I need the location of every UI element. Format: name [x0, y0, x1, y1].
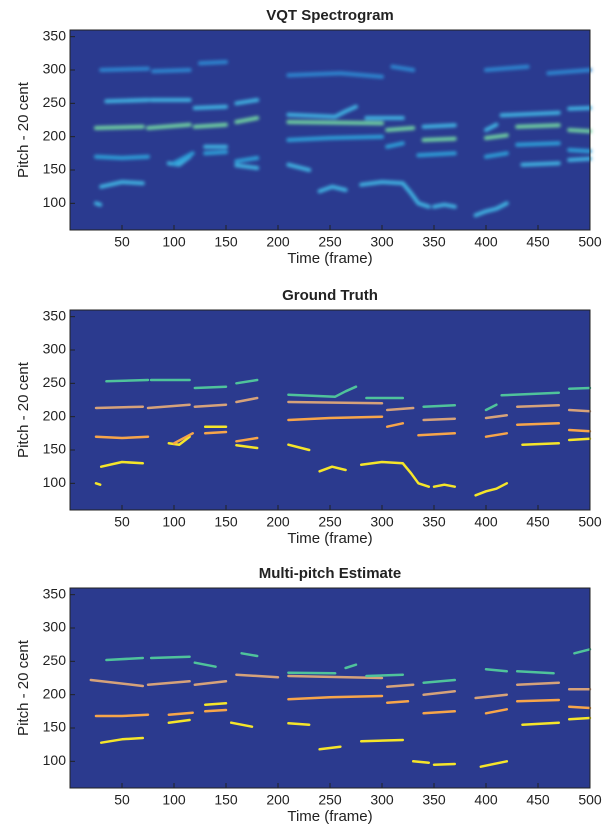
series-group — [94, 378, 592, 497]
x-tick-label: 100 — [162, 514, 186, 530]
x-axis-label: Time (frame) — [287, 530, 372, 547]
x-tick-label: 150 — [214, 234, 238, 250]
y-tick-label: 300 — [43, 61, 67, 77]
x-tick-label: 500 — [578, 514, 602, 530]
x-axis-label: Time (frame) — [287, 808, 372, 825]
x-tick-label: 350 — [422, 514, 446, 530]
pitch-track — [94, 116, 592, 142]
y-tick-label: 350 — [43, 307, 67, 323]
pitch-track — [104, 98, 592, 132]
chart-title: VQT Spectrogram — [266, 7, 394, 24]
x-tick-label: 350 — [422, 792, 446, 808]
plot-area — [70, 588, 590, 788]
x-tick-label: 100 — [162, 234, 186, 250]
pitch-track — [94, 396, 592, 422]
pitch-track — [94, 694, 592, 718]
pitch-track — [94, 425, 592, 497]
x-tick-label: 250 — [318, 792, 342, 808]
y-tick-label: 250 — [43, 374, 67, 390]
y-tick-label: 200 — [43, 407, 67, 423]
y-tick-label: 350 — [43, 585, 67, 601]
x-tick-label: 250 — [318, 514, 342, 530]
x-tick-label: 450 — [526, 514, 550, 530]
series-group — [94, 60, 592, 218]
y-axis-label: Pitch - 20 cent — [15, 361, 32, 458]
x-tick-label: 500 — [578, 234, 602, 250]
x-tick-label: 500 — [578, 792, 602, 808]
y-tick-label: 100 — [43, 474, 67, 490]
x-tick-label: 200 — [266, 792, 290, 808]
y-tick-label: 200 — [43, 685, 67, 701]
pitch-track — [89, 673, 592, 700]
x-tick-label: 200 — [266, 514, 290, 530]
x-tick-label: 300 — [370, 234, 394, 250]
x-tick-label: 300 — [370, 514, 394, 530]
x-tick-label: 50 — [114, 234, 130, 250]
x-tick-label: 450 — [526, 792, 550, 808]
x-tick-label: 200 — [266, 234, 290, 250]
y-tick-label: 350 — [43, 27, 67, 43]
x-tick-label: 100 — [162, 792, 186, 808]
y-tick-label: 150 — [43, 441, 67, 457]
pitch-track — [99, 702, 592, 768]
y-tick-label: 300 — [43, 341, 67, 357]
y-tick-label: 250 — [43, 94, 67, 110]
x-axis-label: Time (frame) — [287, 250, 372, 267]
x-tick-label: 150 — [214, 792, 238, 808]
pitch-track — [94, 134, 592, 166]
x-tick-label: 250 — [318, 234, 342, 250]
y-tick-label: 100 — [43, 194, 67, 210]
x-tick-label: 150 — [214, 514, 238, 530]
pitch-track — [94, 144, 592, 218]
x-tick-label: 50 — [114, 514, 130, 530]
x-tick-label: 300 — [370, 792, 394, 808]
x-tick-label: 350 — [422, 234, 446, 250]
chart-title: Multi-pitch Estimate — [259, 565, 402, 582]
y-tick-label: 150 — [43, 719, 67, 735]
pitch-track — [99, 60, 592, 79]
y-axis-label: Pitch - 20 cent — [15, 639, 32, 736]
y-tick-label: 300 — [43, 619, 67, 635]
plot-area — [70, 310, 590, 510]
x-tick-label: 450 — [526, 234, 550, 250]
plot-area — [70, 30, 590, 230]
x-tick-label: 50 — [114, 792, 130, 808]
series-group — [89, 648, 592, 768]
y-tick-label: 100 — [43, 752, 67, 768]
pitch-track — [94, 415, 592, 445]
pitch-track — [105, 378, 592, 412]
x-tick-label: 400 — [474, 514, 498, 530]
y-axis-label: Pitch - 20 cent — [15, 81, 32, 178]
y-tick-label: 250 — [43, 652, 67, 668]
y-tick-label: 200 — [43, 127, 67, 143]
x-tick-label: 400 — [474, 234, 498, 250]
pitch-track — [105, 648, 592, 684]
x-tick-label: 400 — [474, 792, 498, 808]
y-tick-label: 150 — [43, 161, 67, 177]
chart-title: Ground Truth — [282, 287, 378, 304]
